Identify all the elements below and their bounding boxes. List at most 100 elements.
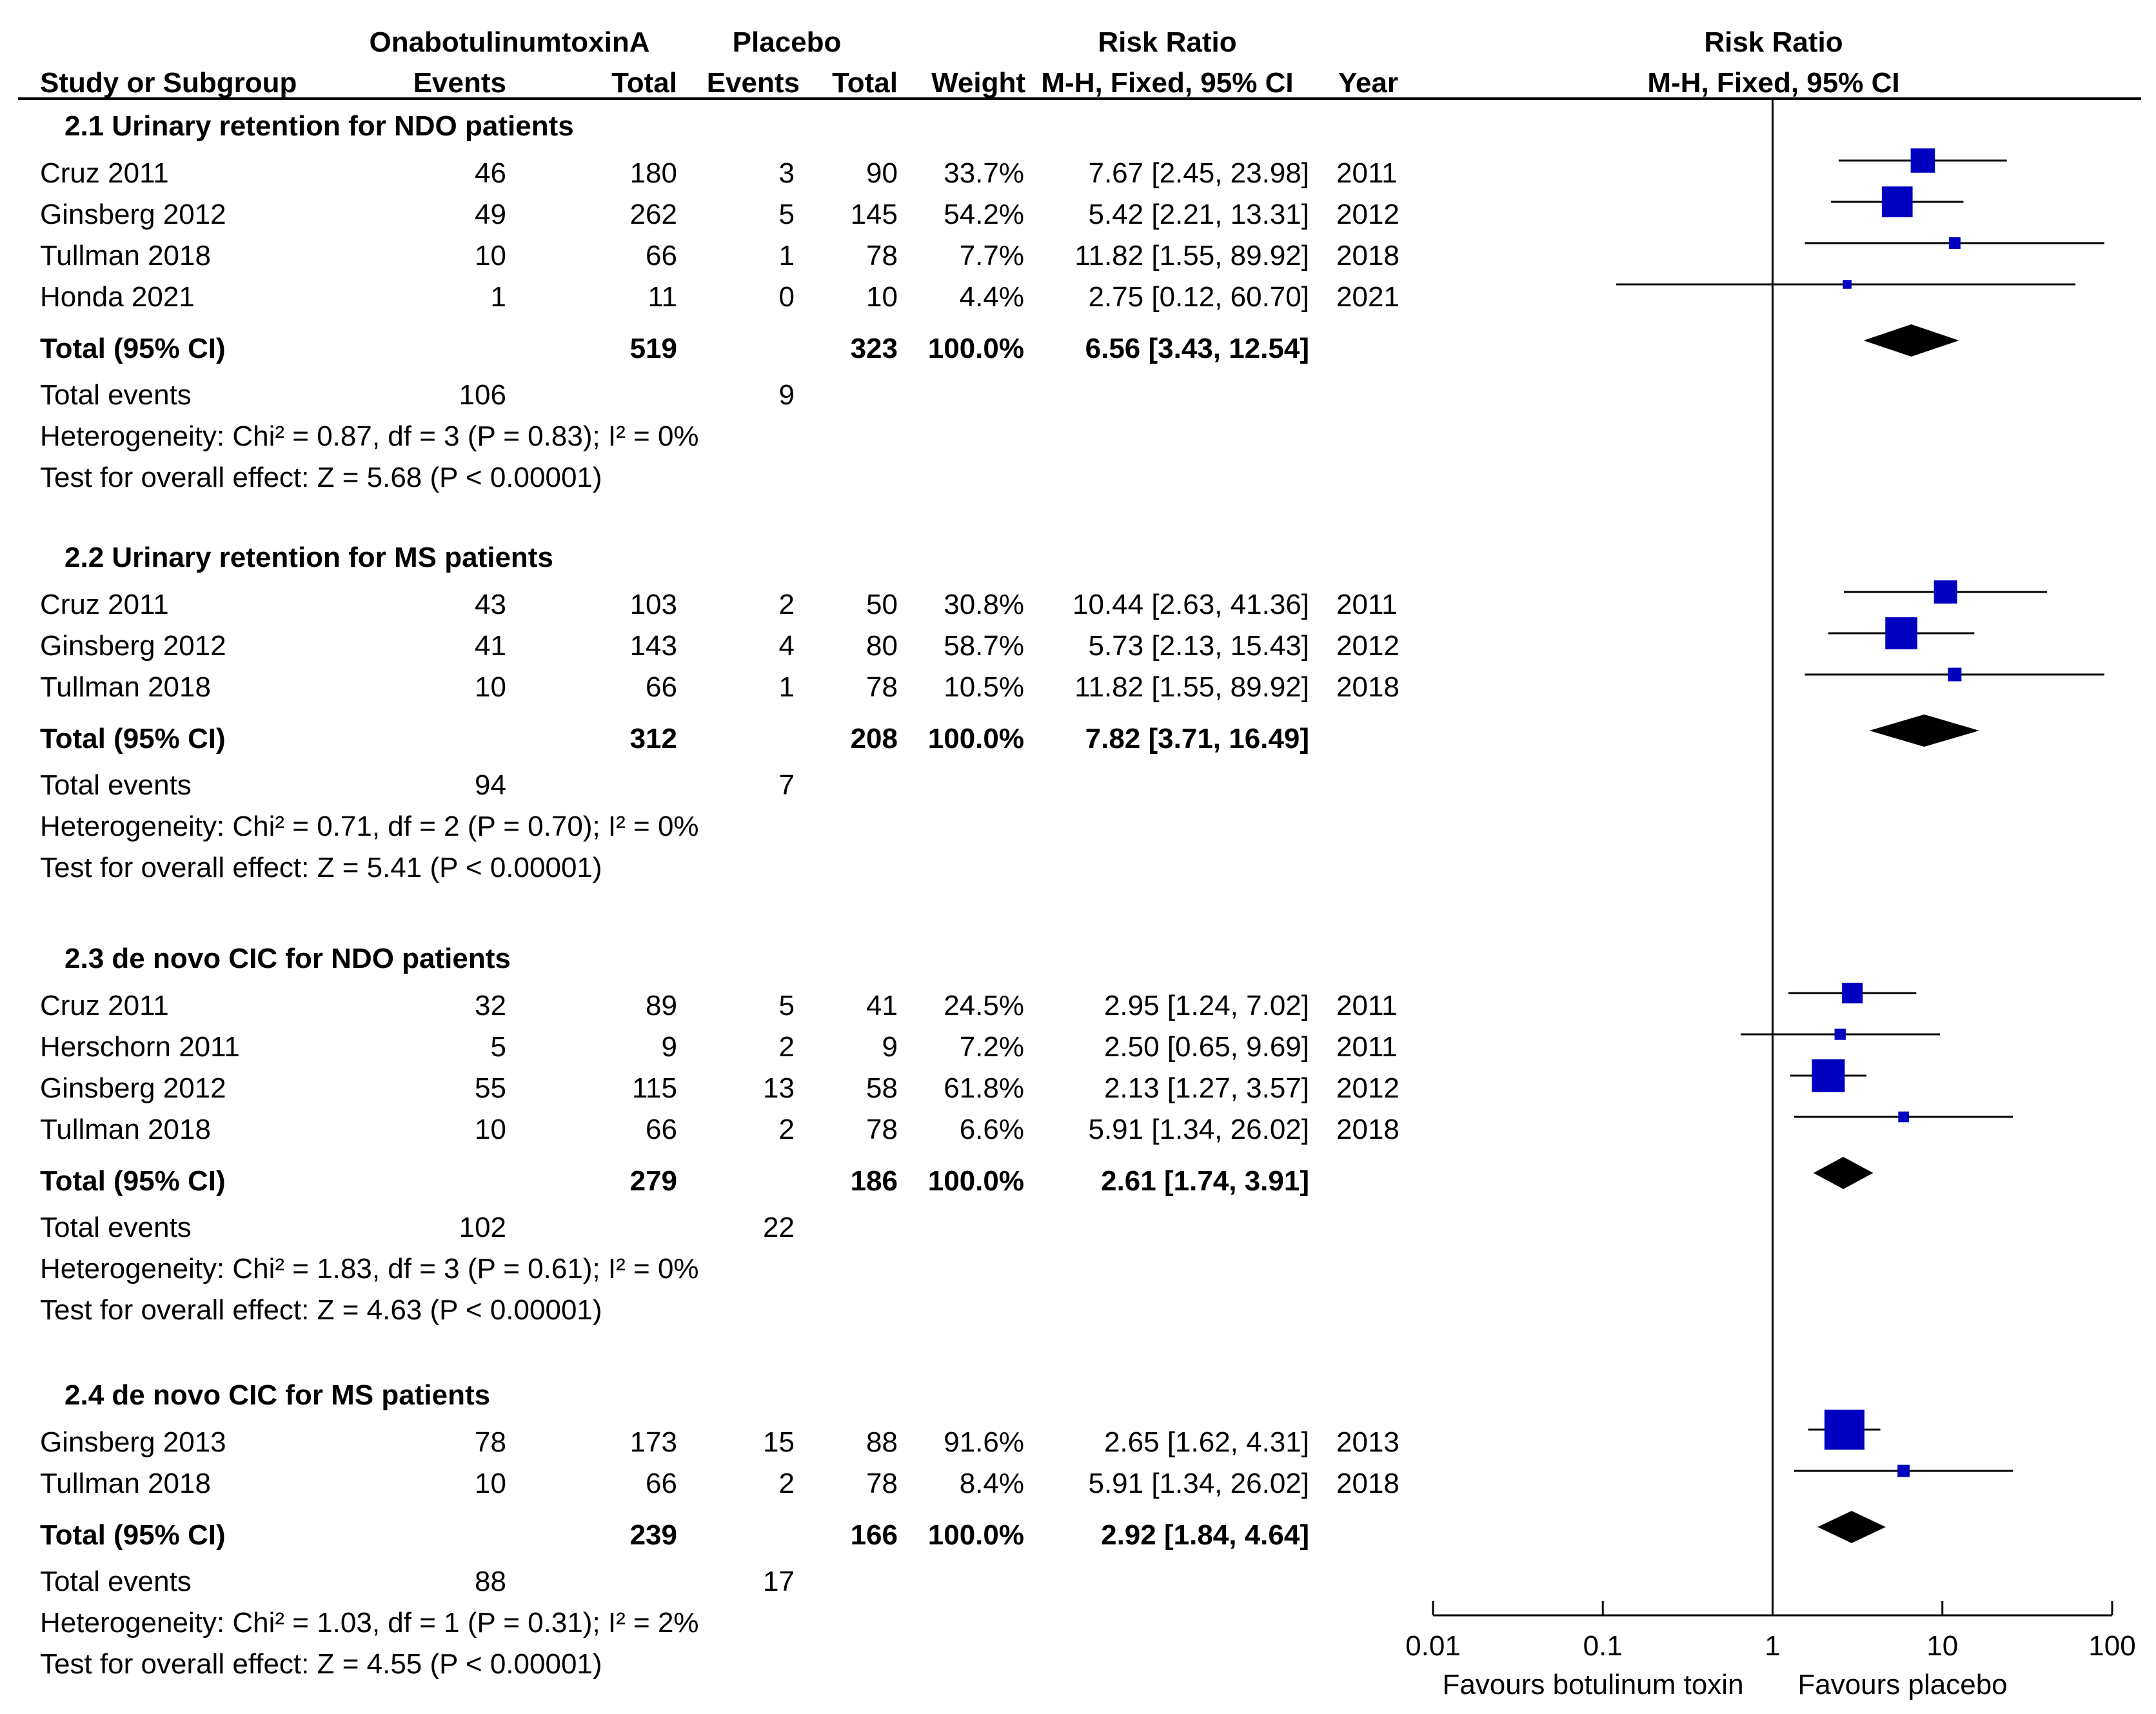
study-square (1812, 1059, 1845, 1092)
study-weight: 7.2% (960, 1031, 1024, 1063)
study-name: Tullman 2018 (40, 1468, 211, 1499)
study-t-total: 9 (662, 1031, 677, 1063)
study-c-total: 145 (851, 199, 898, 230)
header-group-control: Placebo (733, 26, 842, 58)
table-rows: 2.1 Urinary retention for NDO patients Cr… (40, 110, 1399, 1680)
study-t-events: 46 (475, 157, 506, 189)
header-t-events: Events (413, 67, 506, 99)
study-square (1834, 1029, 1846, 1040)
total-events-c: 17 (763, 1566, 795, 1597)
study-name: Tullman 2018 (40, 240, 211, 271)
study-t-total: 11 (648, 281, 677, 313)
total-c-total: 323 (851, 333, 898, 364)
study-c-events: 4 (779, 630, 795, 662)
study-year: 2018 (1336, 240, 1399, 271)
study-rr-ci: 10.44 [2.63, 41.36] (1073, 589, 1309, 620)
total-events-label: Total events (40, 1212, 192, 1243)
x-tick-label: 10 (1926, 1630, 1958, 1662)
study-name: Cruz 2011 (40, 157, 169, 189)
study-c-events: 5 (779, 990, 795, 1021)
study-square (1843, 280, 1852, 289)
study-c-events: 2 (779, 1468, 795, 1499)
overall-effect-text: Test for overall effect: Z = 5.68 (P < 0… (40, 462, 602, 493)
study-t-events: 1 (491, 281, 506, 313)
study-t-events: 55 (475, 1072, 506, 1104)
heterogeneity-text: Heterogeneity: Chi² = 0.87, df = 3 (P = … (40, 420, 699, 452)
plot-marks (1616, 148, 2104, 1543)
study-weight: 8.4% (960, 1468, 1024, 1499)
total-weight: 100.0% (928, 1165, 1024, 1197)
study-t-total: 262 (630, 199, 677, 230)
heterogeneity-text: Heterogeneity: Chi² = 1.03, df = 1 (P = … (40, 1607, 699, 1639)
study-year: 2012 (1336, 630, 1399, 662)
header-t-total: Total (611, 67, 677, 99)
overall-effect-text: Test for overall effect: Z = 4.55 (P < 0… (40, 1648, 602, 1680)
study-rr-ci: 7.67 [2.45, 23.98] (1088, 157, 1309, 189)
study-t-total: 66 (646, 671, 677, 703)
study-year: 2018 (1336, 1468, 1399, 1499)
study-c-total: 50 (866, 589, 898, 620)
study-rr-ci: 5.91 [1.34, 26.02] (1088, 1468, 1309, 1499)
study-rr-ci: 5.42 [2.21, 13.31] (1088, 199, 1309, 230)
study-t-total: 173 (630, 1426, 677, 1458)
total-label: Total (95% CI) (40, 723, 226, 754)
total-events-c: 7 (779, 769, 795, 801)
study-name: Herschorn 2011 (40, 1031, 240, 1063)
study-c-events: 5 (779, 199, 795, 230)
total-rr-ci: 2.61 [1.74, 3.91] (1101, 1165, 1309, 1197)
study-t-events: 43 (475, 589, 506, 620)
total-t-total: 239 (630, 1519, 677, 1551)
study-year: 2011 (1336, 1031, 1398, 1063)
study-t-total: 66 (646, 240, 677, 271)
study-rr-ci: 11.82 [1.55, 89.92] (1074, 240, 1309, 271)
study-year: 2011 (1336, 589, 1398, 620)
study-weight: 7.7% (960, 240, 1024, 271)
study-t-events: 10 (475, 1114, 506, 1145)
study-name: Ginsberg 2012 (40, 630, 226, 662)
study-rr-ci: 2.95 [1.24, 7.02] (1104, 990, 1309, 1021)
study-c-total: 78 (866, 1468, 898, 1499)
heterogeneity-text: Heterogeneity: Chi² = 0.71, df = 2 (P = … (40, 811, 699, 842)
x-tick-label: 0.1 (1583, 1630, 1623, 1662)
total-events-c: 22 (763, 1212, 795, 1243)
study-square (1842, 982, 1863, 1004)
study-c-events: 0 (779, 281, 795, 313)
study-year: 2018 (1336, 1114, 1399, 1145)
header-plot-method: M-H, Fixed, 95% CI (1647, 67, 1899, 99)
total-weight: 100.0% (928, 333, 1024, 364)
header-study: Study or Subgroup (40, 67, 297, 99)
study-c-total: 88 (866, 1426, 898, 1458)
total-events-label: Total events (40, 1566, 192, 1597)
pooled-diamond (1863, 324, 1959, 357)
total-rr-ci: 2.92 [1.84, 4.64] (1101, 1519, 1309, 1551)
study-square (1948, 237, 1961, 249)
study-square (1898, 1111, 1909, 1123)
heterogeneity-text: Heterogeneity: Chi² = 1.83, df = 3 (P = … (40, 1253, 699, 1285)
study-c-events: 15 (763, 1426, 795, 1458)
x-tick-label: 100 (2088, 1630, 2135, 1662)
study-year: 2013 (1336, 1426, 1399, 1458)
total-label: Total (95% CI) (40, 1165, 226, 1197)
study-year: 2021 (1336, 281, 1399, 313)
study-rr-ci: 5.91 [1.34, 26.02] (1088, 1114, 1309, 1145)
study-t-total: 103 (630, 589, 677, 620)
study-c-total: 80 (866, 630, 898, 662)
study-t-events: 10 (475, 1468, 506, 1499)
subgroup-title: 2.3 de novo CIC for NDO patients (64, 943, 511, 974)
total-t-total: 312 (630, 723, 677, 754)
study-name: Ginsberg 2012 (40, 1072, 226, 1104)
study-t-events: 78 (475, 1426, 506, 1458)
header-group-treatment: OnabotulinumtoxinA (369, 26, 649, 58)
study-year: 2011 (1336, 157, 1398, 189)
study-c-total: 41 (866, 990, 898, 1021)
study-rr-ci: 2.65 [1.62, 4.31] (1104, 1426, 1309, 1458)
study-c-events: 2 (779, 1114, 795, 1145)
study-weight: 6.6% (960, 1114, 1024, 1145)
study-t-events: 41 (475, 630, 506, 662)
study-name: Ginsberg 2012 (40, 199, 226, 230)
study-rr-ci: 2.75 [0.12, 60.70] (1088, 281, 1309, 313)
study-t-total: 89 (646, 990, 677, 1021)
study-name: Tullman 2018 (40, 1114, 211, 1145)
study-t-events: 5 (491, 1031, 506, 1063)
